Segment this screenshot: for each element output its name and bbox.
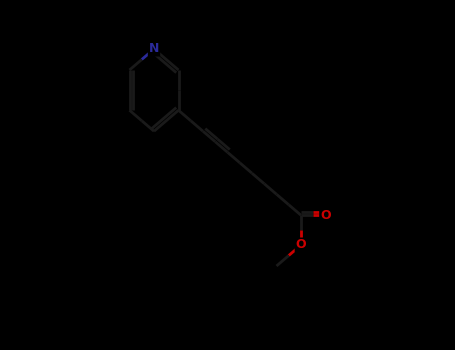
Text: O: O [320, 209, 331, 222]
Text: O: O [296, 238, 306, 252]
Text: N: N [149, 42, 159, 56]
